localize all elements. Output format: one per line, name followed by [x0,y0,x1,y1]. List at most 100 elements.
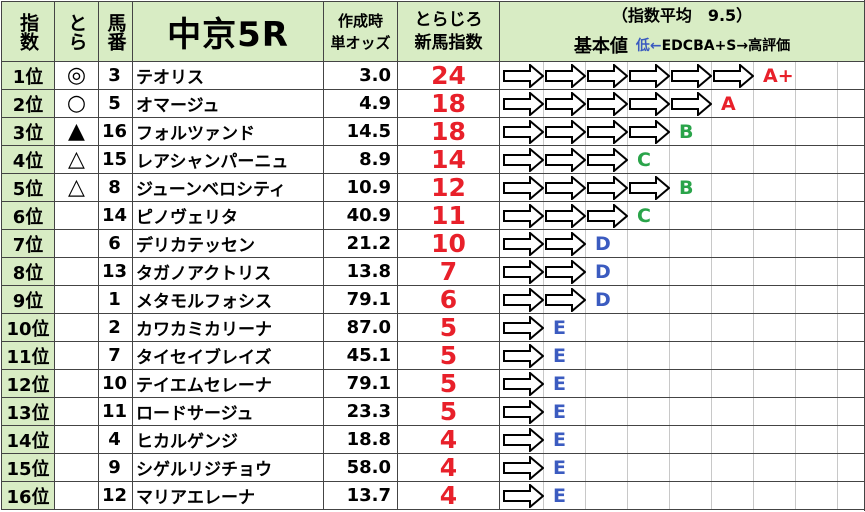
rank-cell: 16位 [2,482,55,510]
header-odds-line1: 作成時 [337,11,383,30]
grid-line [669,482,670,509]
evaluation-cell: A [500,90,865,118]
win-odds: 13.8 [324,258,398,286]
grid-line [585,370,586,397]
grade-label: C [637,205,651,227]
grid-line [837,202,838,229]
header-index: とらじろ 新馬指数 [398,2,500,62]
grid-line [795,62,796,89]
evaluation-cell: E [500,342,865,370]
grade-label: E [553,485,566,507]
grid-line [627,258,628,285]
rating-arrow-icon [503,484,544,508]
grid-line [795,202,796,229]
rank-cell: 12位 [2,370,55,398]
grid-line [711,202,712,229]
shinba-index: 10 [398,230,500,258]
rating-arrow-icon [629,176,670,200]
horse-name: テイエムセレーナ [133,370,324,398]
horse-name: ピノヴェリタ [133,202,324,230]
horse-number: 8 [99,174,133,202]
grid-line [795,146,796,173]
grid-line [795,454,796,481]
grid-line [753,174,754,201]
tora-mark [55,454,99,482]
tora-mark [55,286,99,314]
win-odds: 40.9 [324,202,398,230]
grid-line [837,230,838,257]
rating-arrow-icon [587,204,628,228]
horse-number: 10 [99,370,133,398]
header-odds: 作成時 単オッズ [324,2,398,62]
horse-number: 16 [99,118,133,146]
grid-line [711,482,712,509]
win-odds: 18.8 [324,426,398,454]
grid-line [585,482,586,509]
grid-line [837,482,838,509]
grid-line [795,286,796,313]
rating-arrow-icon [545,204,586,228]
horse-number: 4 [99,426,133,454]
rating-arrow-icon [503,64,544,88]
tora-mark [55,230,99,258]
grid-line [753,230,754,257]
horse-number: 13 [99,258,133,286]
rating-arrow-icon [503,344,544,368]
win-odds: 21.2 [324,230,398,258]
grid-line [795,482,796,509]
rating-arrow-icon [503,260,544,284]
rank-cell: 7位 [2,230,55,258]
win-odds: 13.7 [324,482,398,510]
header-tora-label: とら [65,12,88,51]
horse-name: ロードサージュ [133,398,324,426]
win-odds: 87.0 [324,314,398,342]
rating-arrow-icon [545,120,586,144]
tora-mark [55,258,99,286]
horse-number: 9 [99,454,133,482]
grid-line [837,90,838,117]
rating-arrow-icon [713,64,754,88]
rating-arrow-icon [503,148,544,172]
shinba-index: 5 [398,314,500,342]
rating-arrow-icon [503,92,544,116]
rating-arrow-icon [587,148,628,172]
grid-line [711,230,712,257]
shinba-index: 6 [398,286,500,314]
horse-name: ヒカルゲンジ [133,426,324,454]
grade-label: A [721,93,736,115]
grid-line [795,90,796,117]
race-title: 中京5R [133,2,324,62]
evaluation-cell: B [500,174,865,202]
grade-label: E [553,457,566,479]
win-odds: 10.9 [324,174,398,202]
grid-line [795,118,796,145]
race-title-text: 中京5R [167,15,289,55]
grid-line [585,398,586,425]
grade-label: E [553,317,566,339]
header-odds-line2: 単オッズ [330,33,391,52]
grid-line [669,398,670,425]
grade-label: B [679,177,694,199]
rating-arrow-icon [503,232,544,256]
grid-line [711,370,712,397]
rating-arrow-icon [629,64,670,88]
tora-mark: ▲ [55,118,99,146]
rank-cell: 4位 [2,146,55,174]
grid-line [795,398,796,425]
horse-name: タイセイブレイズ [133,342,324,370]
grade-label: D [595,233,611,255]
grid-line [837,174,838,201]
grid-line [711,146,712,173]
grid-line [711,314,712,341]
shinba-index: 18 [398,90,500,118]
grid-line [627,426,628,453]
rating-arrow-icon [503,372,544,396]
grid-line [753,314,754,341]
grid-line [711,426,712,453]
grid-line [711,118,712,145]
grade-label: A+ [763,65,794,87]
grade-legend: 低←EDCBA+S→高評価 [636,35,790,55]
rating-arrow-icon [503,204,544,228]
grid-line [669,258,670,285]
grid-line [795,174,796,201]
